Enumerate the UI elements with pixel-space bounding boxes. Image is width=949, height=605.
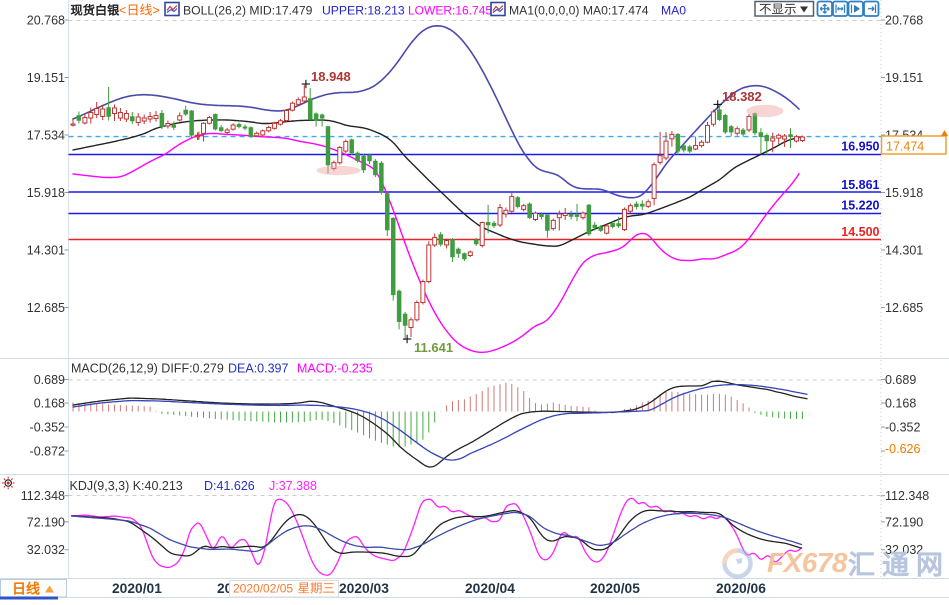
svg-text:12.685: 12.685	[27, 301, 65, 315]
svg-text:17.534: 17.534	[27, 129, 65, 143]
svg-text:KDJ(9,3,3) K:40.213: KDJ(9,3,3) K:40.213	[70, 479, 183, 493]
svg-text:MACD(26,12,9) DIFF:0.279: MACD(26,12,9) DIFF:0.279	[71, 362, 224, 376]
svg-text:2020/05: 2020/05	[590, 581, 640, 596]
svg-text:UPPER:18.213: UPPER:18.213	[322, 4, 405, 18]
svg-text:-0.626: -0.626	[885, 442, 920, 456]
svg-text:0.689: 0.689	[34, 373, 65, 387]
svg-text:DEA:0.397: DEA:0.397	[228, 362, 289, 376]
svg-text:0.689: 0.689	[885, 373, 916, 387]
svg-text:-0.872: -0.872	[30, 445, 65, 459]
svg-text:-0.352: -0.352	[30, 421, 65, 435]
svg-text:19.151: 19.151	[27, 71, 65, 85]
svg-text:0.168: 0.168	[885, 397, 916, 411]
svg-text:J:37.388: J:37.388	[269, 479, 317, 493]
svg-text:BOLL(26,2) MID:17.479: BOLL(26,2) MID:17.479	[183, 4, 313, 18]
svg-text:2020/01: 2020/01	[112, 581, 162, 596]
svg-text:MACD:-0.235: MACD:-0.235	[297, 362, 373, 376]
svg-text:20.768: 20.768	[885, 14, 923, 28]
svg-text:112.348: 112.348	[885, 489, 929, 503]
svg-text:18.382: 18.382	[722, 89, 762, 104]
svg-text:FX678: FX678	[767, 547, 848, 578]
svg-text:14.301: 14.301	[885, 244, 923, 258]
svg-text:15.918: 15.918	[885, 186, 923, 200]
svg-text:>: >	[153, 4, 160, 18]
svg-text:72.190: 72.190	[27, 515, 65, 529]
svg-text:14.301: 14.301	[27, 244, 65, 258]
svg-text:20.768: 20.768	[27, 14, 65, 28]
svg-text:-0.352: -0.352	[885, 421, 920, 435]
svg-text:MA1(0,0,0,0) MA0:17.474: MA1(0,0,0,0) MA0:17.474	[509, 4, 649, 18]
svg-text:LOWER:16.745: LOWER:16.745	[408, 4, 492, 18]
svg-text:16.950: 16.950	[841, 140, 879, 154]
svg-text:18.948: 18.948	[311, 69, 351, 84]
svg-text:2020/03: 2020/03	[339, 581, 389, 596]
svg-text:72.190: 72.190	[885, 515, 923, 529]
svg-text:15.918: 15.918	[27, 186, 65, 200]
svg-text:15.220: 15.220	[841, 199, 879, 213]
svg-text:0.168: 0.168	[34, 397, 65, 411]
svg-text:32.032: 32.032	[27, 543, 65, 557]
svg-text:112.348: 112.348	[21, 489, 65, 503]
svg-text:2020/04: 2020/04	[465, 581, 515, 596]
svg-text:11.641: 11.641	[414, 340, 453, 355]
svg-text:<: <	[119, 4, 126, 18]
svg-text:12.685: 12.685	[885, 301, 923, 315]
svg-text:MA0: MA0	[661, 4, 686, 18]
svg-text:19.151: 19.151	[885, 71, 923, 85]
svg-text:D:41.626: D:41.626	[204, 479, 255, 493]
svg-text:14.500: 14.500	[841, 225, 879, 239]
svg-text:2020/06: 2020/06	[716, 581, 766, 596]
svg-text:2020/02/05: 2020/02/05	[233, 582, 293, 596]
svg-text:17.474: 17.474	[886, 140, 924, 154]
svg-text:15.861: 15.861	[841, 178, 879, 192]
